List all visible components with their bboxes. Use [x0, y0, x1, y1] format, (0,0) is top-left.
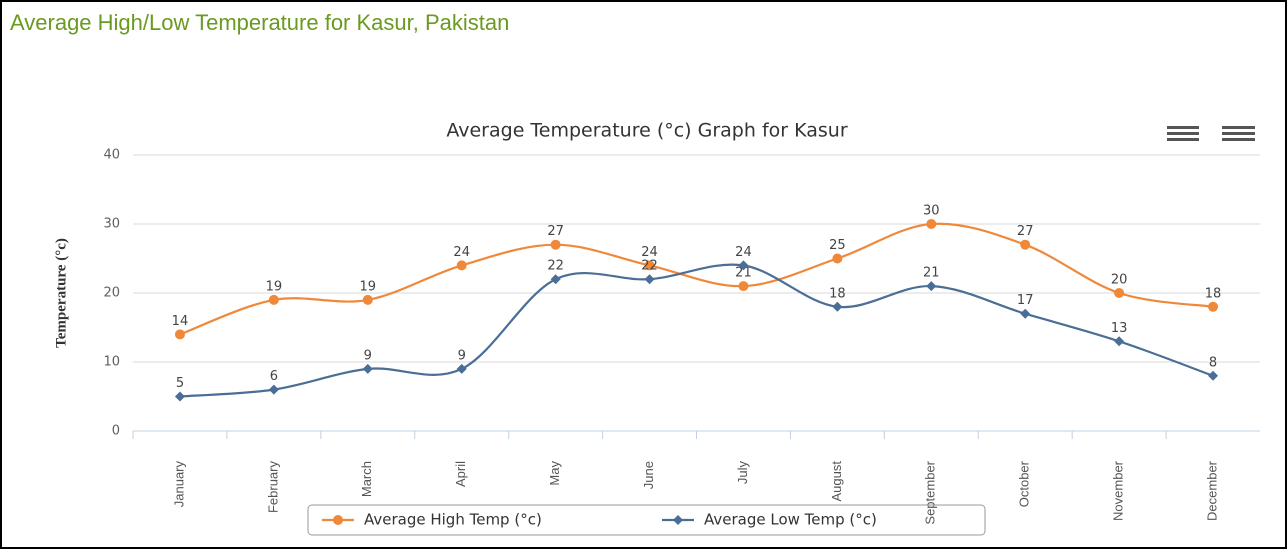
point [174, 329, 185, 340]
point [1114, 336, 1125, 347]
menu-bar[interactable] [1167, 132, 1199, 135]
data-label: 6 [270, 369, 278, 384]
data-label: 18 [829, 286, 846, 301]
point [1114, 288, 1125, 298]
point [362, 363, 373, 374]
data-label: 24 [641, 245, 658, 260]
point [1020, 239, 1031, 250]
data-label: 18 [1205, 286, 1222, 301]
data-label: 24 [453, 245, 470, 260]
x-tick-label: January [171, 461, 186, 508]
y-tick-label: 20 [103, 286, 120, 301]
data-label: 13 [1111, 321, 1128, 336]
point [644, 260, 655, 271]
legend-box [307, 504, 986, 536]
point [832, 253, 843, 264]
data-label: 20 [1111, 273, 1128, 288]
point [832, 301, 843, 312]
menu-bar[interactable] [1222, 126, 1255, 129]
point [268, 384, 279, 395]
x-tick-label: June [641, 461, 656, 489]
legend-label: Average High Temp (°c) [364, 511, 542, 529]
data-label: 19 [360, 279, 377, 294]
y-tick-label: 0 [112, 424, 120, 439]
point [1208, 301, 1219, 312]
point [926, 281, 937, 292]
x-tick-label: August [829, 461, 844, 502]
legend-marker [333, 515, 343, 525]
point [1208, 370, 1219, 381]
x-tick-label: December [1204, 460, 1219, 521]
data-label: 9 [458, 348, 466, 363]
point [738, 260, 749, 271]
data-label: 30 [923, 204, 940, 219]
x-tick-label: July [735, 461, 750, 485]
point [926, 219, 937, 229]
point [550, 239, 561, 250]
point [174, 391, 185, 402]
menu-bar[interactable] [1167, 138, 1199, 141]
point [362, 294, 373, 305]
point [738, 281, 749, 292]
legend-marker [673, 515, 683, 525]
data-label: 21 [923, 266, 940, 281]
data-label: 19 [266, 279, 283, 294]
x-tick-label: March [359, 461, 374, 497]
data-label: 27 [547, 224, 564, 239]
menu-bar[interactable] [1167, 126, 1199, 129]
menu-icons[interactable] [1167, 126, 1255, 141]
data-label: 24 [735, 245, 752, 260]
point [456, 260, 467, 271]
point [644, 274, 655, 285]
data-label: 25 [829, 238, 846, 253]
data-label: 9 [364, 348, 372, 363]
data-label: 5 [176, 376, 184, 391]
series-line [179, 222, 1214, 336]
data-label: 22 [641, 259, 658, 274]
menu-bar[interactable] [1222, 132, 1255, 135]
legend-label: Average Low Temp (°c) [704, 511, 877, 529]
chart-title: Average Temperature (°c) Graph for Kasur [446, 120, 847, 142]
x-tick-label: November [1111, 460, 1126, 521]
point [1020, 308, 1031, 319]
data-label: 21 [735, 266, 752, 281]
data-label: 22 [547, 259, 564, 274]
x-tick-label: April [453, 461, 468, 487]
x-tick-label: September [923, 460, 938, 524]
point [550, 274, 561, 285]
y-tick-label: 10 [103, 355, 120, 370]
y-tick-label: 40 [103, 148, 120, 163]
y-axis-label: Temperature (°c) [53, 238, 69, 348]
point [456, 363, 467, 374]
x-tick-label: February [265, 461, 280, 514]
data-label: 8 [1209, 355, 1217, 370]
menu-bar[interactable] [1222, 138, 1255, 141]
data-label: 17 [1017, 293, 1034, 308]
x-tick-label: May [547, 461, 562, 486]
x-tick-label: October [1017, 460, 1032, 507]
point [268, 294, 279, 305]
y-tick-label: 30 [103, 217, 120, 232]
page-title: Average High/Low Temperature for Kasur, … [10, 10, 509, 35]
data-label: 14 [172, 314, 189, 329]
data-label: 27 [1017, 224, 1034, 239]
